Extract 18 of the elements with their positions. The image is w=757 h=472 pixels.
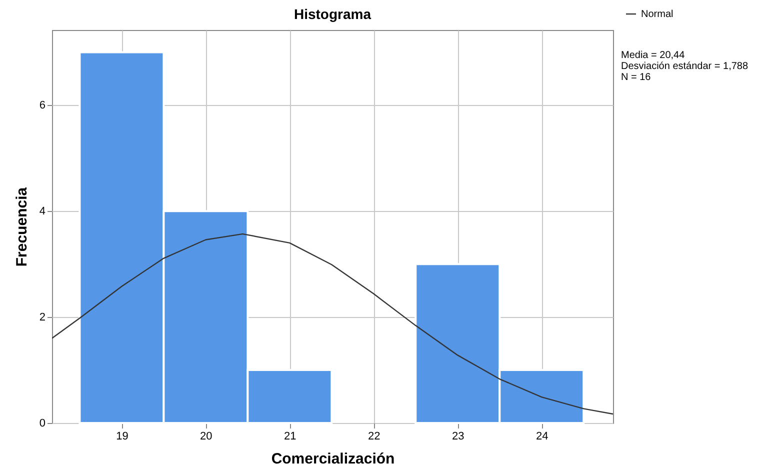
x-tick-label: 23	[452, 430, 464, 442]
x-tick-label: 19	[116, 430, 128, 442]
y-tick-label: 0	[39, 418, 46, 430]
x-tick-label: 24	[536, 430, 548, 442]
text: N = 16	[621, 72, 652, 83]
x-tick-label: 22	[368, 430, 380, 442]
legend-label: Normal	[641, 9, 674, 20]
x-axis-title: Comercialización	[271, 450, 395, 468]
chart-title: Histograma	[294, 6, 372, 22]
y-tick-label: 6	[39, 100, 46, 112]
text: Media = 20,44	[621, 50, 686, 61]
y-axis-title: Frecuencia	[13, 186, 30, 267]
text: Desviación estándar = 1,788	[621, 61, 748, 72]
y-tick-label: 2	[39, 312, 46, 324]
y-tick-label: 4	[39, 206, 46, 218]
line-series	[52, 233, 613, 415]
x-tick-label: 21	[284, 430, 296, 442]
x-tick-label: 20	[200, 430, 212, 442]
